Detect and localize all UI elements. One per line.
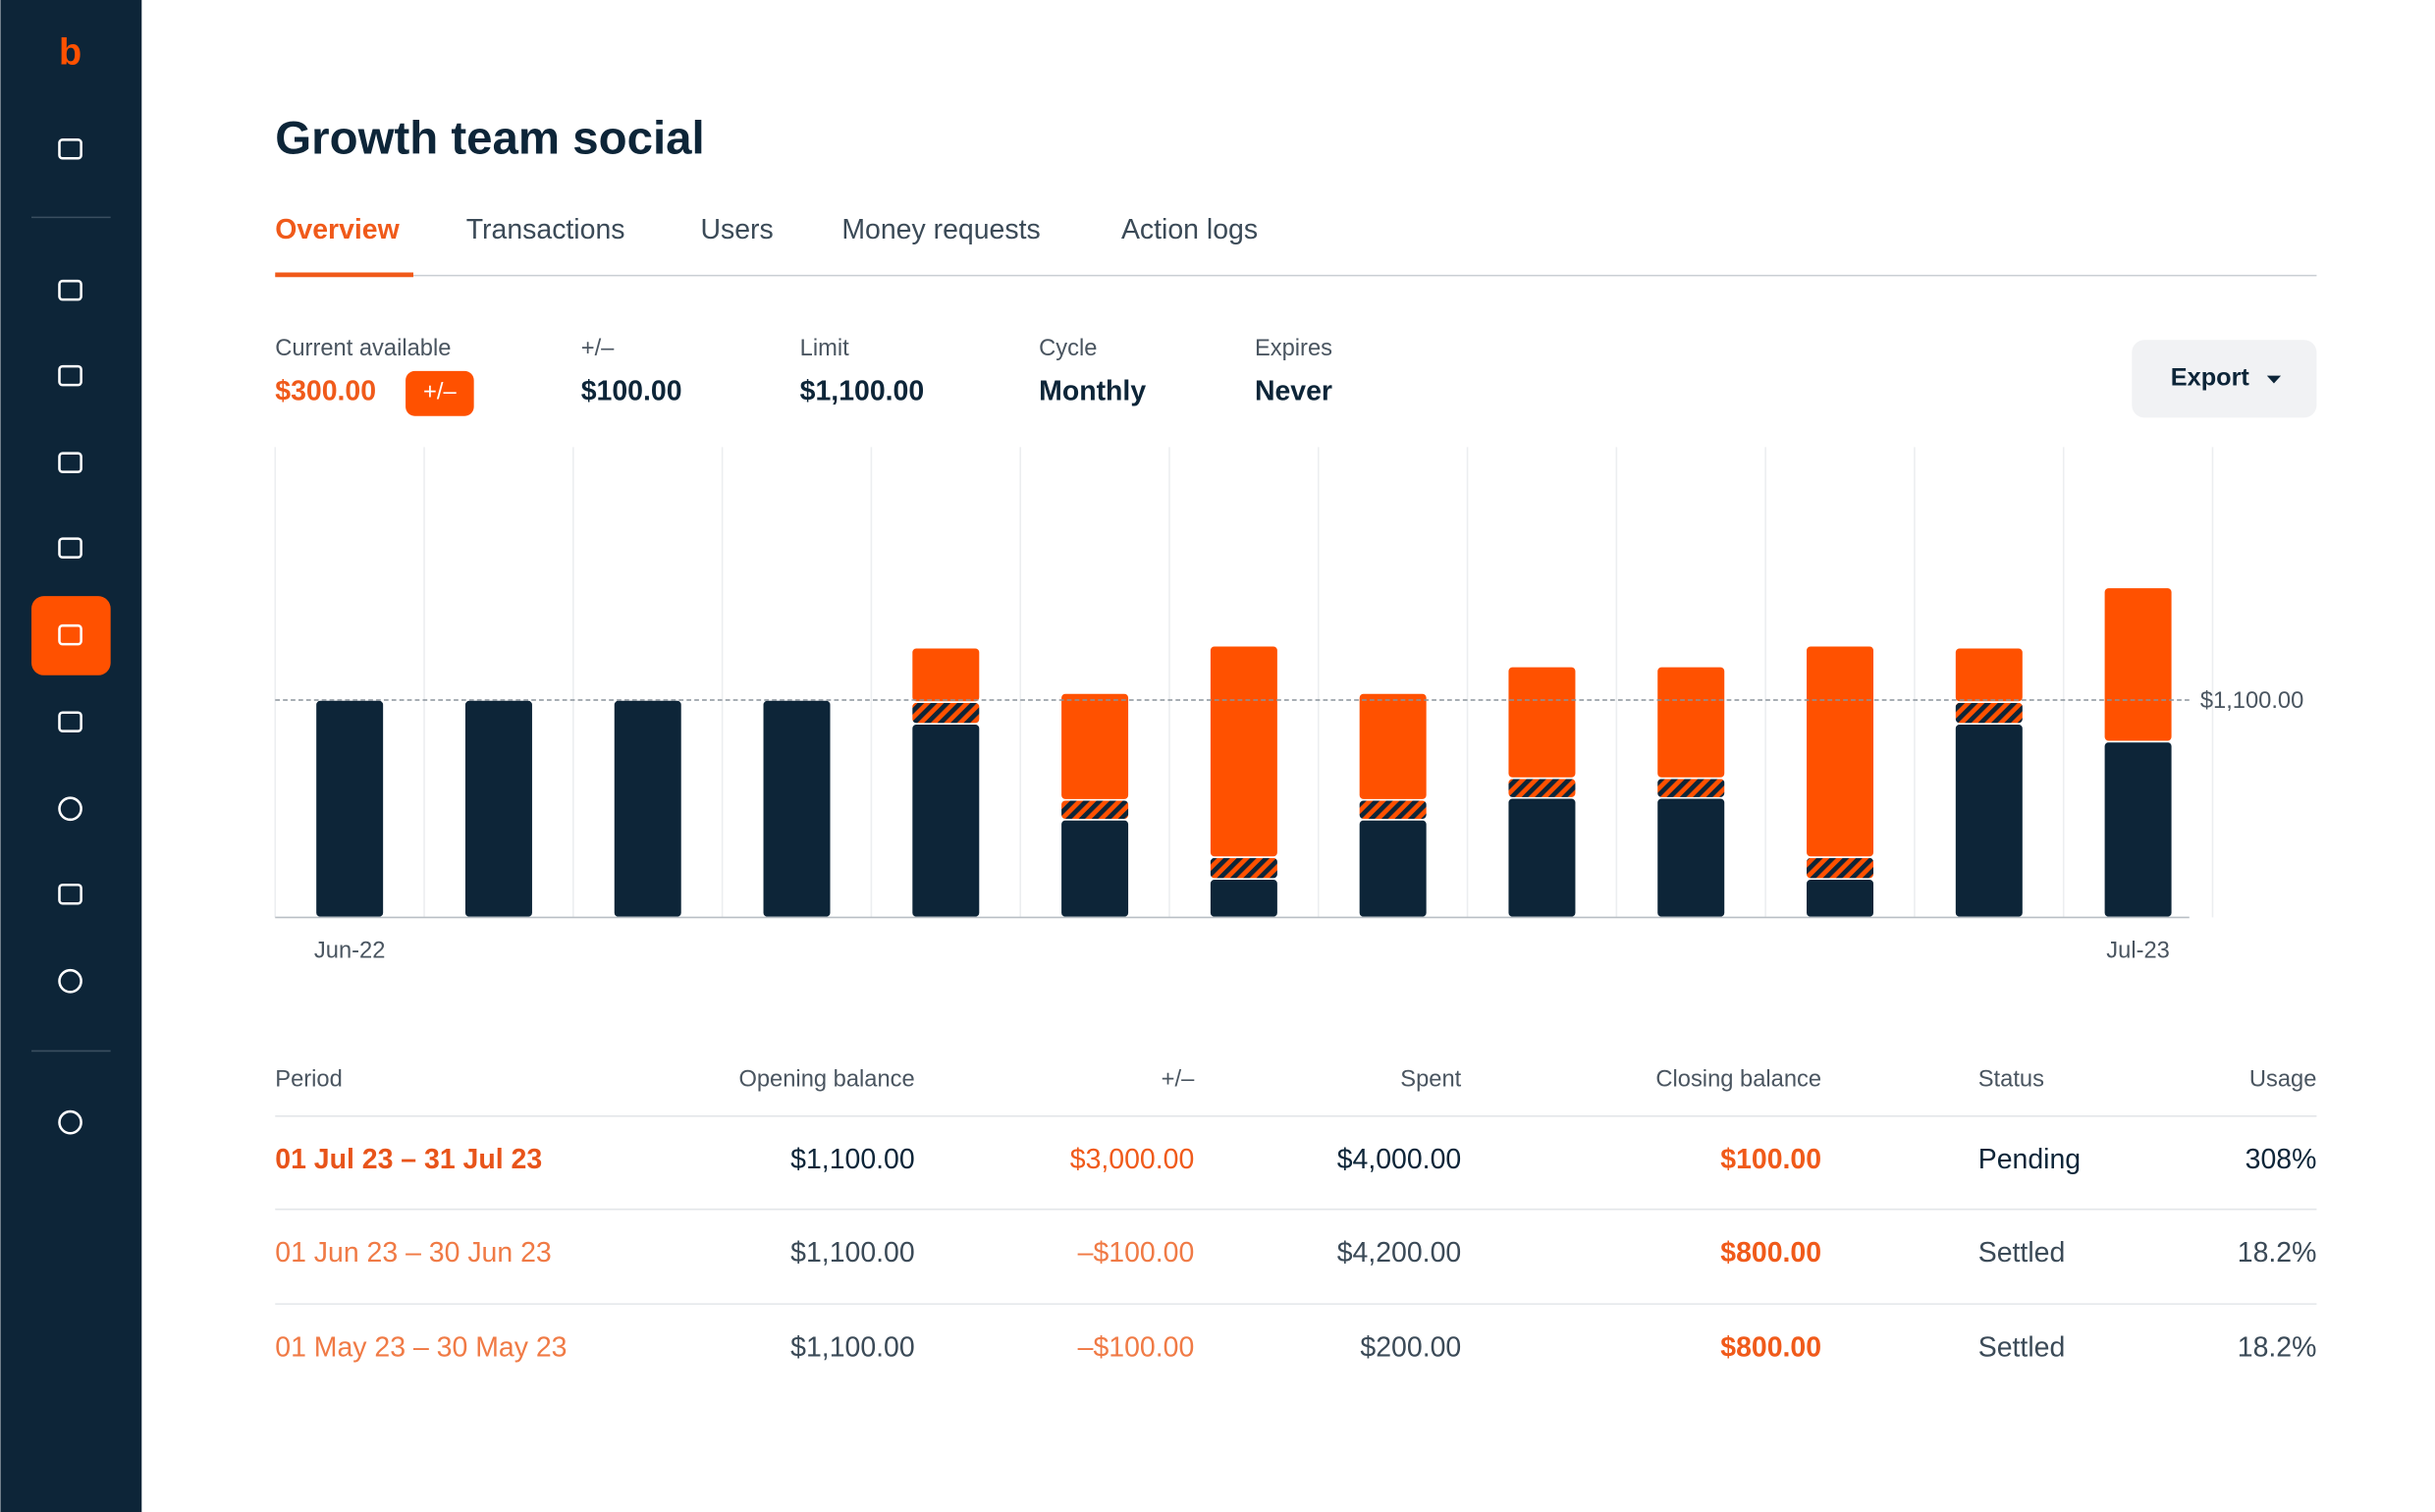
nav-icon[interactable]: [58, 1109, 82, 1135]
bar-segment: [1954, 701, 2025, 725]
x-tick-label: Jul-23: [2106, 938, 2170, 963]
nav-icon[interactable]: [58, 796, 82, 822]
table-cell: –$100.00: [1078, 1331, 1195, 1363]
stat-label: Cycle: [1039, 336, 1097, 361]
bar-segment: [1805, 644, 1875, 858]
column-header: Period: [275, 1067, 343, 1093]
table-cell: $1,100.00: [790, 1237, 915, 1269]
column-header: Opening balance: [738, 1067, 914, 1093]
bar-segment: [910, 646, 981, 703]
table-cell: $1,100.00: [790, 1331, 915, 1363]
bar-segment: [1209, 644, 1279, 858]
nav-icon[interactable]: [58, 279, 82, 301]
table-cell: $200.00: [1360, 1331, 1461, 1363]
table-cell: $1,100.00: [790, 1144, 915, 1175]
table-cell: Settled: [1978, 1331, 2066, 1363]
bar-segment: [1655, 796, 1726, 919]
nav-icon[interactable]: [58, 537, 82, 559]
table-cell: $800.00: [1720, 1331, 1821, 1363]
nav-icon[interactable]: [58, 364, 82, 387]
adjust-button[interactable]: [406, 370, 474, 416]
x-tick-label: Jun-22: [314, 938, 385, 963]
bar-segment: [613, 699, 683, 919]
nav-icon[interactable]: [58, 883, 82, 905]
table-cell: –$100.00: [1078, 1237, 1195, 1269]
bar-segment: [1506, 777, 1578, 799]
column-header: Spent: [1400, 1067, 1461, 1093]
stat-label: +/–: [581, 336, 615, 361]
bar-segment: [1358, 692, 1429, 801]
tab[interactable]: Users: [700, 214, 773, 245]
bar-segment: [1209, 878, 1279, 919]
column-header: Status: [1978, 1067, 2044, 1093]
bar-segment: [910, 723, 981, 919]
export-button[interactable]: [2132, 340, 2317, 418]
nav-icon[interactable]: [58, 623, 82, 646]
table-cell: 18.2%: [2238, 1331, 2317, 1363]
table-cell: $3,000.00: [1070, 1144, 1195, 1175]
stat-label: Expires: [1255, 336, 1332, 361]
nav-icon[interactable]: [58, 452, 82, 473]
bar-segment: [1358, 798, 1429, 821]
table-cell[interactable]: 01 Jun 23 – 30 Jun 23: [275, 1237, 551, 1269]
bar-segment: [1506, 796, 1578, 919]
stat-value: Never: [1255, 376, 1332, 407]
bar-segment: [1805, 856, 1875, 880]
bar-segment: [1358, 819, 1429, 919]
dropdown-caret: [2266, 375, 2282, 384]
nav-icon[interactable]: [58, 711, 82, 732]
adjust-label[interactable]: +/–: [423, 379, 457, 405]
tab[interactable]: Action logs: [1121, 214, 1258, 245]
bar-segment: [1059, 692, 1130, 801]
page-title: Growth team social: [275, 112, 704, 164]
table-cell[interactable]: 01 May 23 – 30 May 23: [275, 1331, 567, 1363]
bar-segment: [1655, 777, 1726, 799]
table-cell: Pending: [1978, 1144, 2081, 1175]
table-cell: 308%: [2246, 1144, 2317, 1175]
bar-segment: [1954, 723, 2025, 919]
tab[interactable]: Money requests: [841, 214, 1040, 245]
limit-label: $1,100.00: [2200, 688, 2303, 714]
bar-segment: [1954, 646, 2025, 703]
bar-segment: [463, 699, 534, 919]
bar-segment: [910, 701, 981, 725]
bar-segment: [1209, 856, 1279, 880]
table-cell: 18.2%: [2238, 1237, 2317, 1269]
bar-segment: [2103, 740, 2174, 919]
column-header: Usage: [2249, 1067, 2317, 1093]
bar-segment: [314, 699, 385, 919]
stat-label: Limit: [800, 336, 849, 361]
table-cell: $800.00: [1720, 1237, 1821, 1269]
logo[interactable]: b: [59, 31, 81, 73]
tab[interactable]: Overview: [275, 214, 400, 245]
stat-value: $100.00: [581, 376, 682, 407]
tab[interactable]: Transactions: [466, 214, 625, 245]
table-cell: $4,000.00: [1337, 1144, 1462, 1175]
nav-icon[interactable]: [58, 968, 82, 994]
bar-segment: [2103, 586, 2174, 743]
bar-segment: [1506, 666, 1578, 780]
stat-label: Current available: [275, 336, 451, 361]
active-nav-bg[interactable]: [31, 596, 111, 675]
stat-value: $300.00: [275, 376, 376, 407]
bar-segment: [1059, 798, 1130, 821]
table-cell[interactable]: 01 Jul 23 – 31 Jul 23: [275, 1144, 542, 1175]
bar-segment: [1805, 878, 1875, 919]
table-cell: $4,200.00: [1337, 1237, 1462, 1269]
table-cell: $100.00: [1720, 1144, 1821, 1175]
export-label[interactable]: Export: [2171, 363, 2250, 391]
table-cell: Settled: [1978, 1237, 2066, 1269]
column-header: +/–: [1162, 1067, 1195, 1093]
bar-segment: [1655, 666, 1726, 780]
nav-icon[interactable]: [58, 138, 82, 160]
stat-value: $1,100.00: [800, 376, 925, 407]
stat-value: Monthly: [1039, 376, 1146, 407]
bar-segment: [1059, 819, 1130, 919]
sidebar: [0, 0, 142, 1512]
bar-segment: [761, 699, 833, 919]
column-header: Closing balance: [1655, 1067, 1821, 1093]
